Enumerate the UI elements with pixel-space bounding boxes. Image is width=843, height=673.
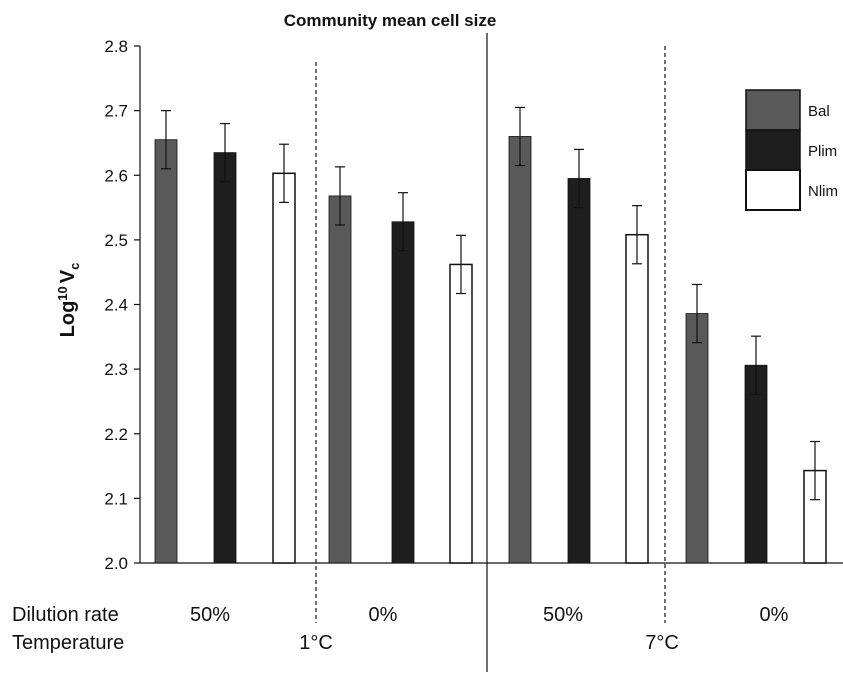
bars-group: [154, 106, 827, 564]
dilution-label-7c-50: 50%: [543, 604, 583, 626]
y-tick-label: 2.3: [104, 360, 128, 379]
dilution-rate-row-label: Dilution rate: [12, 604, 119, 626]
y-tick-label: 2.1: [104, 489, 128, 508]
y-tick-label: 2.0: [104, 554, 128, 573]
y-tick-label: 2.8: [104, 37, 128, 56]
y-tick-label: 2.5: [104, 231, 128, 250]
dilution-label-7c-0: 0%: [760, 604, 789, 626]
y-axis-label: Log10Vc: [55, 263, 82, 338]
bar-nlim-group-1: [272, 172, 296, 564]
bar-nlim-group-2: [449, 263, 473, 564]
y-tick-label: 2.2: [104, 425, 128, 444]
legend-label-nlim: Nlim: [808, 183, 838, 200]
bar-bal-group-2: [328, 195, 352, 564]
dilution-label-1c-50: 50%: [190, 604, 230, 626]
y-tick-label: 2.4: [104, 296, 128, 315]
temperature-row-label: Temperature: [12, 632, 124, 654]
y-tick-label: 2.7: [104, 102, 128, 121]
bar-plim-group-2: [391, 221, 415, 564]
legend-swatch-bal: [745, 89, 801, 131]
legend-swatch-plim: [745, 129, 801, 171]
y-tick-label: 2.6: [104, 166, 128, 185]
bar-bal-group-4: [685, 313, 709, 564]
y-axis: 2.0 2.1 2.2 2.3 2.4 2.5 2.6 2.7 2.8: [104, 37, 141, 573]
legend: Bal Plim Nlim: [745, 89, 838, 211]
bar-plim-group-3: [567, 178, 591, 564]
chart-title: Community mean cell size: [284, 11, 497, 30]
legend-label-bal: Bal: [808, 103, 830, 120]
legend-label-plim: Plim: [808, 143, 837, 160]
bar-nlim-group-3: [625, 233, 649, 564]
bar-bal-group-3: [508, 136, 532, 564]
temperature-label-7c: 7°C: [645, 632, 679, 654]
bar-bal-group-1: [154, 139, 178, 564]
legend-swatch-nlim: [745, 169, 801, 211]
dilution-label-1c-0: 0%: [369, 604, 398, 626]
bar-plim-group-1: [213, 152, 237, 564]
temperature-label-1c: 1°C: [299, 632, 333, 654]
